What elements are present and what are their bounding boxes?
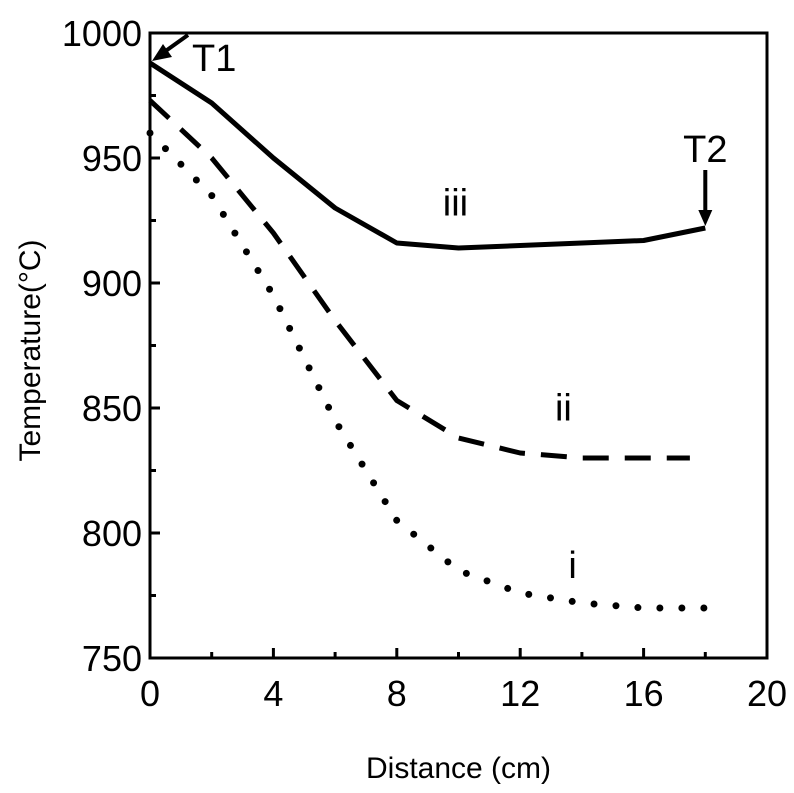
annotations: T1 T2 (152, 33, 727, 226)
y-tick-label: 1000 (62, 13, 142, 54)
arrow-head-t2 (698, 210, 713, 226)
series-line-iii (148, 60, 706, 251)
x-tick-label: 8 (387, 673, 407, 714)
y-tick-label: 800 (82, 513, 142, 554)
x-tick-label: 20 (747, 673, 787, 714)
y-axis-label: Temperature(°C) (14, 239, 47, 461)
tick-labels: 0 4 8 12 16 20 750 800 850 900 950 1000 (62, 13, 787, 714)
series-line-ii (148, 98, 690, 461)
arrow-head-t1 (152, 44, 172, 61)
x-axis-label: Distance (cm) (366, 752, 551, 785)
x-tick-label: 12 (500, 673, 540, 714)
x-tick-label: 0 (140, 673, 160, 714)
y-tick-label: 850 (82, 388, 142, 429)
y-tick-label: 950 (82, 138, 142, 179)
series-line-i (146, 129, 709, 612)
x-tick-label: 16 (624, 673, 664, 714)
annotation-t2: T2 (683, 129, 727, 171)
series-label-i: i (568, 545, 576, 587)
series-label-ii: ii (555, 388, 572, 430)
annotation-t1: T1 (192, 38, 236, 80)
y-tick-label: 750 (82, 638, 142, 679)
y-tick-label: 900 (82, 263, 142, 304)
axis-ticks (148, 31, 769, 660)
plot-frame (148, 31, 769, 660)
x-tick-label: 4 (263, 673, 283, 714)
series-label-iii: iii (443, 183, 468, 225)
